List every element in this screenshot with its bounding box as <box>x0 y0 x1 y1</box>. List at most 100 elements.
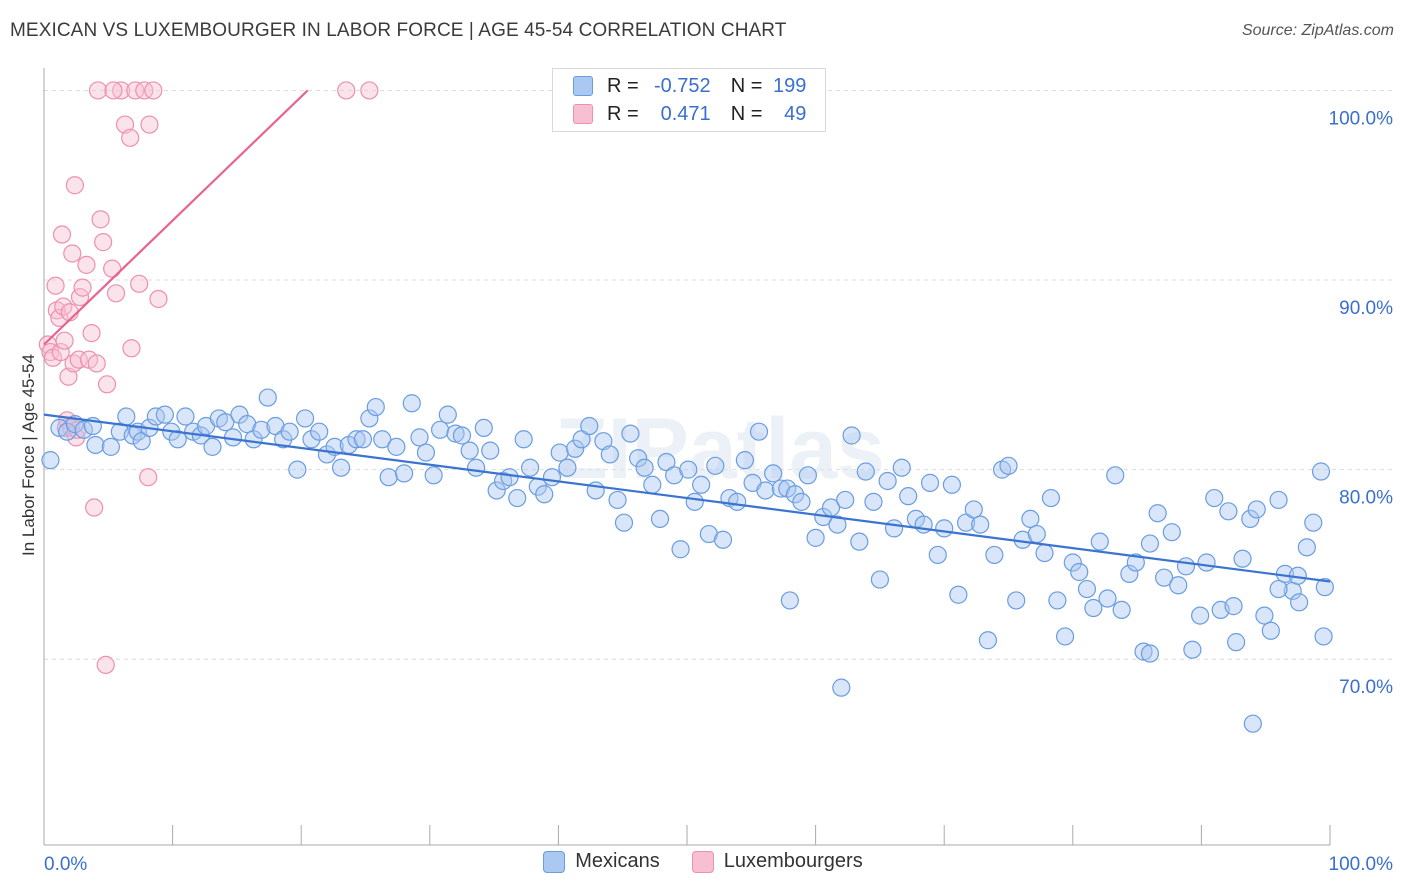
mexicans-point <box>446 424 465 443</box>
mexicans-point <box>828 515 847 534</box>
luxembourgers-point <box>139 468 158 487</box>
mexicans-point <box>1112 600 1131 620</box>
mexicans-point <box>1176 557 1196 576</box>
luxembourgers-point <box>55 331 74 350</box>
mexicans-point <box>1126 553 1145 572</box>
mexicans-point <box>1090 532 1109 551</box>
mexicans-point <box>798 466 817 485</box>
legend-n-value: 49 <box>784 102 807 125</box>
mexicans-point <box>258 388 277 407</box>
legend-r-label: R = <box>607 102 639 125</box>
mexicans-point <box>1311 462 1331 481</box>
mexicans-point <box>1290 593 1309 612</box>
mexicans-point <box>878 471 897 491</box>
mexicans-point <box>366 397 385 417</box>
luxembourgers-point <box>69 350 88 369</box>
mexicans-point <box>1063 553 1082 572</box>
mexicans-point <box>514 430 533 449</box>
mexicans-point <box>347 430 366 449</box>
source-credit: Source: ZipAtlas.com <box>1241 22 1394 39</box>
mexicans-point <box>928 545 947 565</box>
legend-swatch-luxembourgers <box>573 104 593 124</box>
luxembourgers-point <box>51 342 70 362</box>
luxembourgers-point <box>97 375 117 394</box>
mexicans-point <box>735 451 754 470</box>
mexicans-point <box>535 485 554 504</box>
mexicans-point <box>331 458 351 477</box>
mexicans-point <box>850 532 869 551</box>
luxembourgers-point <box>96 655 115 674</box>
mexicans-point <box>1134 642 1153 661</box>
mexicans-point <box>146 407 165 426</box>
mexicans-point <box>295 409 315 428</box>
mexicans-point <box>608 490 627 510</box>
chart-title: MEXICAN VS LUXEMBOURGER IN LABOR FORCE |… <box>10 20 787 41</box>
legend-item-mexicans: Mexicans <box>543 850 660 873</box>
mexicans-point <box>430 420 450 439</box>
mexicans-point <box>1304 513 1323 532</box>
luxembourgers-point <box>85 498 104 517</box>
mexicans-point <box>101 437 120 456</box>
mexicans-point <box>542 468 562 487</box>
mexicans-point <box>550 443 569 462</box>
mexicans-point <box>621 424 640 443</box>
mexicans-point <box>870 570 890 589</box>
mexicans-point <box>614 513 634 532</box>
mexicans-point <box>806 528 825 547</box>
x-tick-label: 100.0% <box>1329 854 1394 875</box>
x-tick-label: 0.0% <box>44 854 87 875</box>
legend-r-value: -0.752 <box>653 74 711 97</box>
mexicans-point <box>310 422 329 441</box>
mexicans-point <box>1191 606 1210 625</box>
mexicans-point <box>288 460 307 479</box>
y-axis-title: In Labor Force | Age 45-54 <box>19 354 38 556</box>
luxembourgers-point <box>50 308 69 328</box>
mexicans-point <box>1227 633 1246 652</box>
mexicans-point <box>600 445 619 464</box>
legend-swatch-luxembourgers <box>691 850 714 873</box>
mexicans-point <box>1077 579 1097 599</box>
grid-lines <box>44 89 1395 660</box>
mexicans-point <box>1027 524 1046 544</box>
mexicans-point <box>373 430 392 449</box>
mexicans-point <box>1261 621 1280 640</box>
mexicans-point <box>856 462 875 481</box>
mexicans-point <box>558 458 577 477</box>
mexicans-point <box>86 435 105 455</box>
mexicans-point <box>460 441 479 460</box>
mexicans-point <box>749 422 769 441</box>
luxembourgers-point <box>149 289 168 309</box>
mexicans-point <box>1155 568 1174 587</box>
mexicans-point <box>764 464 783 483</box>
mexicans-point <box>985 545 1004 565</box>
mexicans-point <box>1269 579 1288 599</box>
mexicans-point <box>416 443 436 462</box>
mexicans-point <box>756 481 775 500</box>
mexicans-point <box>500 468 519 487</box>
luxembourgers-point <box>140 115 159 134</box>
y-tick-label: 80.0% <box>1339 488 1393 509</box>
legend-swatch-mexicans <box>573 76 593 96</box>
mexicans-point <box>353 430 373 449</box>
luxembourgers-point <box>63 244 82 263</box>
mexicans-point <box>1315 578 1334 597</box>
legend-r-label: R = <box>607 74 639 97</box>
luxembourgers-point <box>77 255 96 274</box>
luxembourgers-point <box>73 278 92 297</box>
mexicans-point <box>1314 627 1333 646</box>
legend-row-luxembourgers: R = 0.471 N = 49 <box>573 101 806 127</box>
mexicans-point <box>713 530 733 549</box>
mexicans-point <box>1183 640 1202 659</box>
mexicans-points <box>41 388 1334 733</box>
luxembourgers-point <box>103 259 122 278</box>
axis-labels: 70.0% 80.0% 90.0% 100.0% 0.0% 100.0% In Labor … <box>19 108 1393 875</box>
mexicans-point <box>949 585 968 604</box>
legend-r-value: 0.471 <box>660 102 711 125</box>
mexicans-point <box>1120 564 1139 583</box>
mexicans-point <box>1169 576 1188 595</box>
mexicans-point <box>899 487 918 506</box>
luxembourgers-point <box>121 128 140 147</box>
legend-swatch-mexicans <box>543 850 566 873</box>
mexicans-point <box>836 490 855 510</box>
mexicans-point <box>832 678 851 697</box>
